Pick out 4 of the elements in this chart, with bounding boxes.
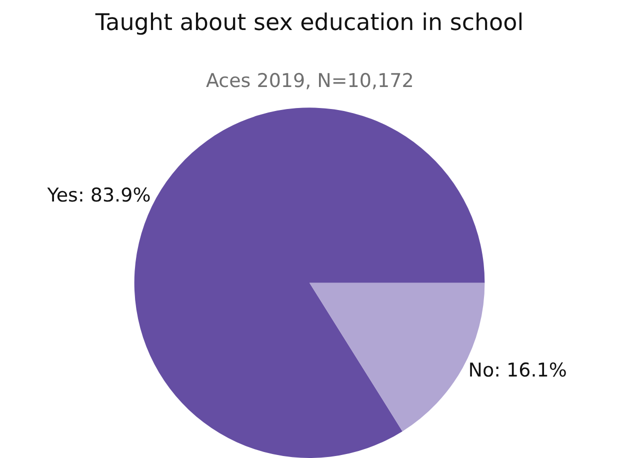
slice-label: No: 16.1% [468,359,567,382]
chart-title: Taught about sex education in school [94,10,524,36]
slice-label: Yes: 83.9% [46,184,151,206]
chart-subtitle: Aces 2019, N=10,172 [206,70,414,92]
